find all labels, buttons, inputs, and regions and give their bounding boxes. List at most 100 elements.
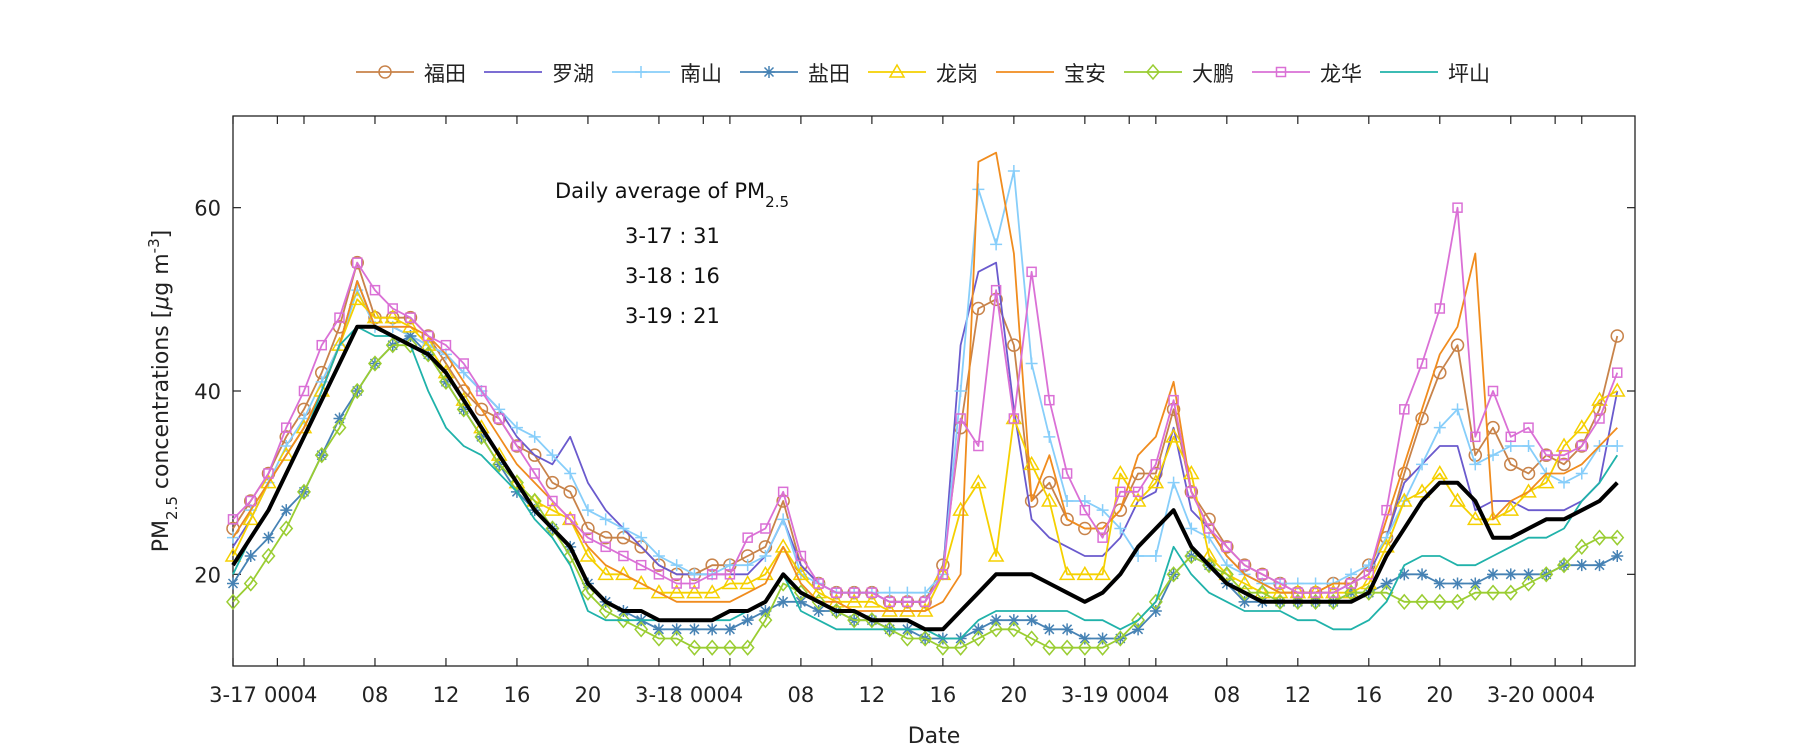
x-tick-label: 20 bbox=[1000, 683, 1027, 707]
data-point bbox=[900, 630, 915, 647]
legend-item: 盐田 bbox=[740, 62, 850, 86]
data-point bbox=[777, 595, 790, 608]
data-point bbox=[1415, 593, 1430, 610]
data-point bbox=[652, 550, 665, 562]
data-point bbox=[1574, 538, 1589, 555]
data-point bbox=[1257, 569, 1268, 580]
data-point bbox=[279, 520, 294, 537]
x-tick-label: 04 bbox=[1142, 683, 1169, 707]
legend-label: 盐田 bbox=[808, 62, 850, 86]
data-point bbox=[1007, 614, 1020, 627]
data-point bbox=[1397, 593, 1412, 610]
data-point bbox=[1274, 578, 1286, 589]
x-tick-label: 3-20 bbox=[1487, 683, 1535, 707]
data-point bbox=[989, 621, 1004, 638]
data-point bbox=[298, 385, 310, 397]
data-point bbox=[1094, 565, 1111, 581]
data-point bbox=[919, 596, 931, 608]
series-7 bbox=[227, 202, 1623, 608]
data-point bbox=[1381, 504, 1392, 516]
data-point bbox=[1024, 630, 1039, 647]
data-point bbox=[1097, 532, 1108, 543]
data-point bbox=[1167, 476, 1180, 489]
data-point bbox=[618, 550, 629, 562]
data-point bbox=[277, 446, 295, 461]
data-point bbox=[1165, 428, 1182, 443]
data-point bbox=[617, 522, 630, 535]
x-tick-label: 04 bbox=[1568, 683, 1595, 707]
data-point bbox=[1342, 584, 1360, 599]
data-point bbox=[1076, 565, 1094, 581]
data-point bbox=[510, 439, 524, 453]
daily-average-annotation: Daily average of PM2.5 3-17 : 31 3-18 : … bbox=[555, 179, 789, 328]
data-point bbox=[528, 430, 541, 443]
data-point bbox=[455, 391, 473, 406]
data-point bbox=[1557, 457, 1571, 472]
data-point bbox=[671, 578, 682, 589]
data-point bbox=[263, 468, 274, 479]
data-point bbox=[758, 612, 773, 629]
data-point bbox=[757, 565, 774, 581]
x-axis: 3-17 00 04 08 12 16 20 3-18 00 04 08 12 16 20 3-19 00 04… bbox=[209, 116, 1595, 707]
data-point bbox=[474, 402, 489, 417]
data-point bbox=[1451, 577, 1464, 590]
data-point bbox=[763, 66, 775, 78]
data-point bbox=[493, 413, 505, 424]
data-point bbox=[987, 547, 1005, 562]
data-point bbox=[1096, 504, 1109, 517]
series-line bbox=[232, 206, 1619, 603]
data-point bbox=[1203, 523, 1215, 534]
data-point bbox=[226, 593, 240, 610]
data-point bbox=[260, 474, 277, 489]
data-point bbox=[902, 596, 913, 608]
data-point bbox=[990, 614, 1003, 627]
data-point bbox=[333, 412, 346, 425]
data-point bbox=[742, 532, 753, 543]
data-point bbox=[440, 339, 452, 351]
data-point bbox=[1575, 439, 1589, 453]
data-point bbox=[402, 318, 419, 333]
data-point bbox=[1238, 595, 1251, 608]
data-point bbox=[1469, 577, 1482, 590]
data-point bbox=[1044, 394, 1055, 406]
data-point bbox=[1449, 492, 1466, 507]
data-point bbox=[227, 514, 239, 525]
data-point bbox=[1042, 639, 1057, 656]
data-point bbox=[1078, 632, 1091, 645]
data-point bbox=[828, 593, 845, 608]
legend-item: 龙华 bbox=[1252, 62, 1362, 86]
data-point bbox=[990, 284, 1002, 296]
data-point bbox=[1576, 440, 1588, 452]
data-point bbox=[296, 483, 311, 500]
data-point bbox=[367, 355, 382, 372]
data-point bbox=[888, 63, 906, 78]
data-point bbox=[350, 255, 364, 270]
data-point bbox=[1166, 566, 1181, 583]
data-point bbox=[1361, 584, 1376, 601]
data-point bbox=[1611, 550, 1624, 562]
data-point bbox=[564, 467, 577, 480]
y-tick-label: 40 bbox=[194, 380, 221, 404]
x-tick-label: 12 bbox=[1284, 683, 1311, 707]
data-point bbox=[526, 492, 544, 507]
data-point bbox=[972, 183, 985, 196]
data-point bbox=[1132, 486, 1144, 498]
data-point bbox=[1523, 422, 1534, 433]
data-point bbox=[1112, 465, 1129, 480]
data-point bbox=[384, 309, 402, 324]
x-tick-label: 00 bbox=[690, 683, 717, 707]
data-point bbox=[722, 639, 737, 656]
legend-item: 福田 bbox=[356, 62, 466, 86]
data-point bbox=[508, 474, 526, 489]
data-point bbox=[405, 312, 416, 323]
data-point bbox=[1487, 385, 1499, 397]
data-point bbox=[1310, 587, 1321, 598]
data-point bbox=[261, 547, 276, 565]
data-point bbox=[1202, 512, 1216, 527]
data-point bbox=[403, 310, 418, 325]
data-point bbox=[973, 440, 984, 452]
data-point bbox=[1450, 593, 1465, 610]
data-point bbox=[1058, 565, 1076, 581]
data-point bbox=[1041, 492, 1058, 507]
